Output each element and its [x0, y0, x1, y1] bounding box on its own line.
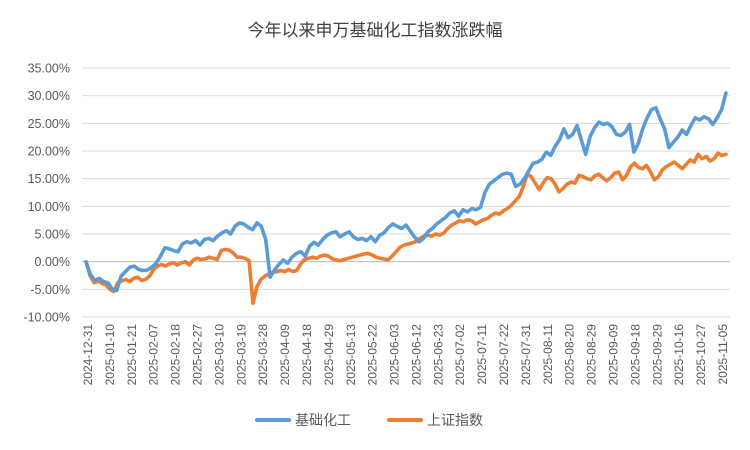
x-tick-label: 2025-01-21 — [125, 324, 139, 386]
x-tick-label: 2025-09-09 — [607, 324, 621, 386]
x-tick-label: 2025-11-05 — [716, 324, 730, 385]
x-tick-label: 2025-09-29 — [650, 324, 664, 386]
x-axis-ticks: 2024-12-31 2025-01-10 2025-01-21 2025-02-07… — [81, 324, 730, 386]
x-tick-label: 2025-02-27 — [190, 324, 204, 386]
x-tick-label: 2025-02-07 — [147, 324, 161, 386]
x-tick-label: 2025-03-19 — [234, 324, 248, 386]
chart-title: 今年以来申万基础化工指数涨跌幅 — [248, 21, 503, 41]
x-tick-label: 2025-04-29 — [322, 324, 336, 386]
y-tick-label: 10.00% — [28, 200, 70, 214]
x-tick-label: 2025-04-18 — [300, 324, 314, 386]
x-tick-label: 2025-09-18 — [628, 324, 642, 386]
grid-lines — [82, 67, 730, 318]
x-tick-label: 2025-10-27 — [694, 324, 708, 386]
y-tick-label: -5.00% — [30, 283, 70, 297]
y-tick-label: -10.00% — [23, 311, 70, 325]
x-tick-label: 2025-02-18 — [169, 324, 183, 386]
x-tick-label: 2025-06-23 — [431, 324, 445, 386]
x-tick-label: 2025-07-11 — [475, 324, 489, 385]
x-tick-label: 2025-06-12 — [409, 324, 423, 386]
y-tick-label: 25.00% — [28, 117, 70, 131]
x-tick-label: 2025-07-31 — [519, 324, 533, 386]
x-tick-label: 2025-05-13 — [344, 324, 358, 386]
x-tick-label: 2025-07-02 — [453, 324, 467, 386]
y-tick-label: 30.00% — [28, 89, 70, 103]
x-tick-label: 2025-04-09 — [278, 324, 292, 386]
x-tick-label: 2025-08-20 — [563, 324, 577, 386]
x-tick-label: 2025-10-16 — [672, 324, 686, 386]
y-tick-label: 35.00% — [28, 62, 70, 76]
y-tick-label: 20.00% — [28, 145, 70, 159]
x-tick-label: 2025-06-03 — [388, 324, 402, 386]
legend: 基础化工 上证指数 — [255, 412, 483, 429]
series-line — [84, 91, 728, 293]
x-tick-label: 2025-01-10 — [103, 324, 117, 386]
x-tick-label: 2025-08-29 — [585, 324, 599, 386]
legend-label: 上证指数 — [427, 413, 483, 429]
y-tick-label: 5.00% — [35, 228, 70, 242]
y-tick-label: 15.00% — [28, 172, 70, 186]
x-tick-label: 2025-03-10 — [212, 324, 226, 386]
y-tick-label: 0.00% — [35, 255, 70, 269]
x-tick-label: 2025-07-22 — [497, 324, 511, 386]
x-tick-label: 2025-05-22 — [366, 324, 380, 386]
x-tick-label: 2025-03-28 — [256, 324, 270, 386]
series-lines — [84, 91, 728, 306]
y-axis-ticks: 35.00% 30.00% 25.00% 20.00% 15.00% 10.00% 5.00… — [23, 62, 70, 325]
series-line — [84, 151, 728, 306]
legend-label: 基础化工 — [295, 412, 351, 429]
x-tick-label: 2025-08-11 — [541, 324, 555, 385]
x-tick-label: 2024-12-31 — [81, 324, 95, 386]
